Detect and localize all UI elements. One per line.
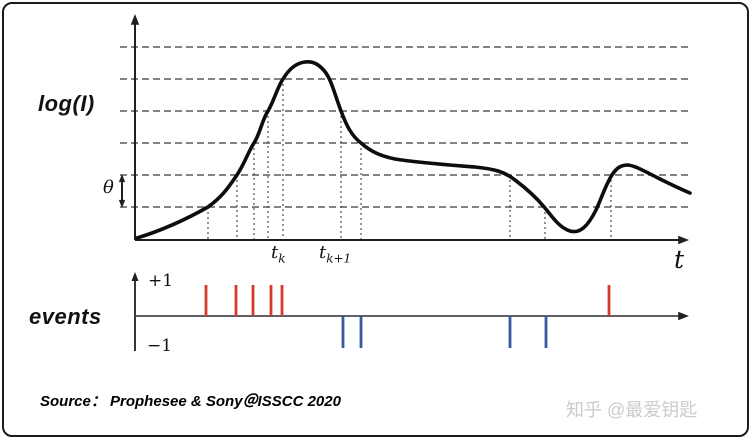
time-axis-label: t <box>674 245 685 274</box>
source-caption: Source： Prophesee & Sony＠ISSCC 2020 <box>40 393 341 410</box>
theta-arrow-up <box>118 174 126 183</box>
tk-base: t <box>271 242 279 263</box>
zhihu-watermark: 知乎 @最爱钥匙 <box>566 400 698 420</box>
tick-label-tk: tk <box>271 242 286 266</box>
events-x-axis-arrowhead <box>678 311 689 321</box>
events-y-axis-arrowhead <box>131 272 139 281</box>
x-axis-arrowhead <box>678 235 689 245</box>
minus-one-label: −1 <box>147 336 173 356</box>
log-intensity-label: log(I) <box>38 91 95 116</box>
tk-subscript: k <box>278 251 286 266</box>
tk1-subscript: k+1 <box>326 251 352 266</box>
plus-one-label: +1 <box>148 271 174 291</box>
theta-arrow-down <box>118 199 126 208</box>
tick-label-tk-plus-1: tk+1 <box>319 242 351 266</box>
theta-threshold-label: θ <box>103 177 114 198</box>
tk1-base: t <box>319 242 327 263</box>
events-label: events <box>29 304 102 329</box>
log-intensity-curve <box>135 60 692 240</box>
y-axis-arrowhead <box>130 14 140 25</box>
